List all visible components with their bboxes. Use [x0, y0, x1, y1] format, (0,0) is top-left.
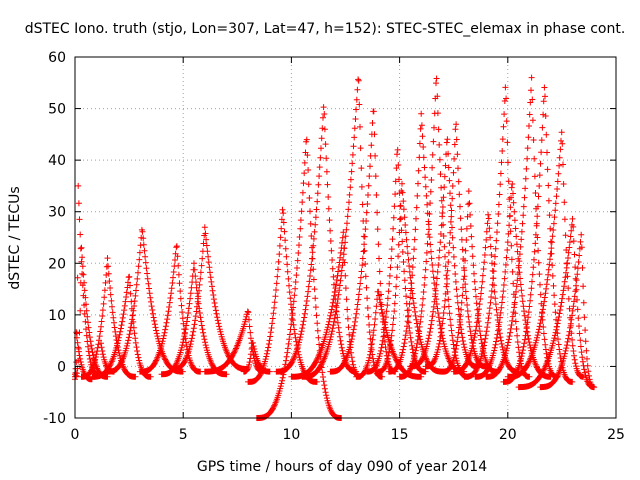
series-arc — [245, 206, 320, 385]
y-tick-label: 20 — [48, 256, 66, 272]
x-tick-label: 10 — [282, 427, 300, 443]
series-arc — [500, 84, 576, 385]
series-arc — [396, 75, 472, 380]
y-tick-label: 30 — [48, 205, 66, 221]
series-arc — [407, 136, 481, 370]
plus-markers — [245, 206, 320, 385]
plus-markers — [288, 229, 364, 380]
plus-markers — [396, 75, 472, 380]
y-tick-label: 10 — [48, 308, 66, 324]
plus-markers — [78, 255, 139, 380]
series-arc — [288, 229, 364, 380]
axis-ticks: 0 5 10 15 20 25 -10 0 10 20 30 40 50 60 — [43, 50, 625, 443]
plus-markers — [327, 108, 399, 375]
x-tick-label: 20 — [499, 427, 517, 443]
y-axis-label: dSTEC / TECUs — [7, 186, 23, 289]
x-tick-label: 5 — [179, 427, 188, 443]
plus-markers — [407, 136, 481, 370]
plus-markers — [537, 231, 598, 391]
series-arc — [327, 108, 399, 375]
x-tick-label: 0 — [71, 427, 80, 443]
plot-frame — [74, 56, 617, 419]
x-tick-label: 25 — [607, 427, 625, 443]
x-axis-label: GPS time / hours of day 090 of year 2014 — [197, 459, 487, 475]
series-arc — [515, 215, 597, 391]
y-tick-label: 40 — [48, 153, 66, 169]
plus-markers — [500, 84, 576, 385]
plus-markers — [515, 215, 597, 391]
y-tick-label: -10 — [43, 411, 66, 427]
y-tick-label: 60 — [48, 50, 66, 66]
series-arc — [450, 211, 522, 375]
chart-title: dSTEC Iono. truth (stjo, Lon=307, Lat=47… — [25, 21, 626, 37]
plus-markers — [201, 308, 267, 375]
series-arc — [537, 231, 598, 391]
plus-markers — [273, 104, 360, 375]
series-arc — [273, 104, 360, 375]
data-marks — [72, 74, 598, 421]
plus-markers — [439, 188, 500, 375]
series-arc — [439, 188, 500, 375]
y-tick-label: 0 — [57, 359, 66, 375]
series-arc — [299, 76, 386, 380]
series-arc — [201, 308, 267, 375]
series-arc — [78, 255, 139, 380]
plus-markers — [450, 211, 522, 375]
plus-markers — [299, 76, 386, 380]
x-tick-label: 15 — [391, 427, 409, 443]
y-tick-label: 50 — [48, 102, 66, 118]
